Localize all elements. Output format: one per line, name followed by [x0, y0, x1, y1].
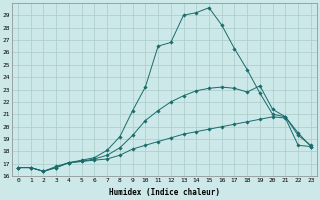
X-axis label: Humidex (Indice chaleur): Humidex (Indice chaleur)	[109, 188, 220, 197]
